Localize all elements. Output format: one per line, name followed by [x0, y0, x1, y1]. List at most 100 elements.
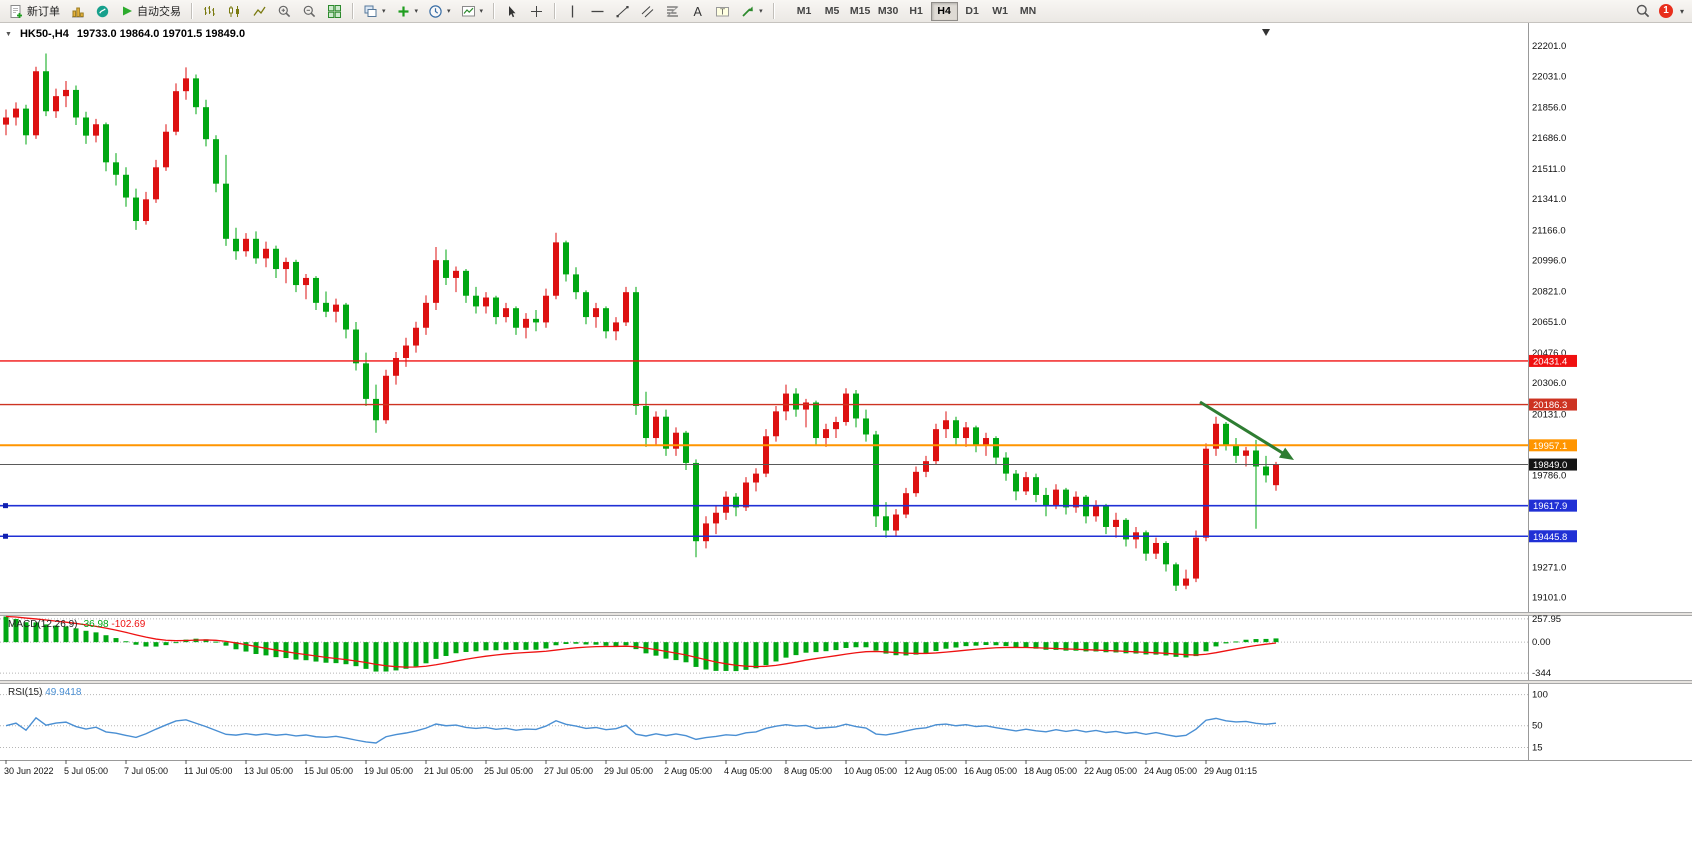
line-handle[interactable] [3, 533, 8, 539]
rsi-panel: 100 50 15 RSI(15) 49.9418 [0, 687, 1548, 754]
svg-text:12 Aug 05:00: 12 Aug 05:00 [904, 766, 957, 776]
svg-text:24 Aug 05:00: 24 Aug 05:00 [1144, 766, 1197, 776]
time-axis[interactable]: 30 Jun 2022 5 Jul 05:00 7 Jul 05:00 11 Jul … [0, 760, 1692, 776]
crosshair-tool-button[interactable] [525, 1, 548, 21]
svg-text:15 Jul 05:00: 15 Jul 05:00 [304, 766, 353, 776]
bar-chart-mode-button[interactable] [198, 1, 221, 21]
chart-profile-icon [72, 7, 84, 17]
svg-text:20821.0: 20821.0 [1532, 287, 1566, 298]
horizontal-line-tool-button[interactable] [586, 1, 609, 21]
toolbar-separator [772, 3, 774, 19]
panel-separators[interactable] [0, 612, 1692, 684]
svg-text:7 Jul 05:00: 7 Jul 05:00 [124, 766, 168, 776]
chart-area[interactable]: 22201.0 22031.0 21856.0 21686.0 21511.0 21341… [0, 23, 1692, 846]
timeframe-button-m1[interactable]: M1 [791, 2, 818, 21]
one-click-trading-arrow-icon[interactable]: ▼ [5, 30, 12, 38]
periods-button[interactable]: ▾ [424, 1, 455, 21]
rsi-label: RSI(15) 49.9418 [8, 687, 82, 698]
timeframe-button-m5[interactable]: M5 [819, 2, 846, 21]
chart-shift-marker[interactable] [1262, 29, 1270, 36]
cascade-windows-icon [364, 5, 377, 17]
timeframe-button-h4[interactable]: H4 [930, 1, 958, 21]
svg-text:13 Jul 05:00: 13 Jul 05:00 [244, 766, 293, 776]
community-button[interactable] [91, 1, 114, 21]
timeframe-button-w1[interactable]: W1 [987, 2, 1014, 21]
template-icon [461, 5, 475, 16]
dropdown-arrow-icon: ▾ [759, 8, 763, 15]
autotrading-button[interactable]: 自动交易 [116, 1, 185, 21]
trend-arrow-head [1278, 447, 1294, 460]
bar-chart-icon [204, 5, 215, 16]
svg-text:21856.0: 21856.0 [1532, 103, 1566, 114]
timeframe-button-m30[interactable]: M30 [875, 2, 902, 21]
profiles-button[interactable] [66, 1, 89, 21]
timeframe-button-m15[interactable]: M15 [847, 2, 874, 21]
text-tool-button[interactable]: A [686, 1, 709, 21]
macd-panel: 257.95 0.00 -344 MACD(12,26,9) -36.98 -102.… [0, 614, 1561, 679]
timeframe-button-h1[interactable]: H1 [903, 2, 930, 21]
svg-text:20651.0: 20651.0 [1532, 317, 1566, 328]
candle-chart-mode-button[interactable] [223, 1, 246, 21]
candlestick-chart-icon [229, 5, 239, 17]
svg-text:19786.0: 19786.0 [1532, 471, 1566, 482]
price-chart[interactable]: 22201.0 22031.0 21856.0 21686.0 21511.0 21341… [0, 23, 1692, 846]
new-order-button[interactable]: 新订单 [5, 1, 64, 21]
line-handle[interactable] [3, 503, 8, 509]
fibonacci-tool-button[interactable] [661, 1, 684, 21]
text-icon: A [694, 5, 703, 19]
svg-text:100: 100 [1532, 690, 1548, 701]
svg-text:21511.0: 21511.0 [1532, 164, 1566, 175]
clock-icon [429, 4, 442, 18]
svg-text:18 Aug 05:00: 18 Aug 05:00 [1024, 766, 1077, 776]
notification-badge[interactable]: 1 [1658, 4, 1673, 18]
trendline-tool-button[interactable] [611, 1, 634, 21]
annotations[interactable] [1199, 29, 1294, 460]
svg-text:25 Jul 05:00: 25 Jul 05:00 [484, 766, 533, 776]
cascade-windows-button[interactable]: ▾ [359, 1, 390, 21]
zoom-out-button[interactable] [298, 1, 321, 21]
tile-windows-icon [328, 4, 341, 18]
svg-text:8 Aug 05:00: 8 Aug 05:00 [784, 766, 832, 776]
level-lines[interactable] [0, 360, 1528, 539]
svg-text:19617.9: 19617.9 [1533, 501, 1567, 512]
new-order-icon [10, 4, 22, 18]
svg-text:22 Aug 05:00: 22 Aug 05:00 [1084, 766, 1137, 776]
svg-text:29 Jul 05:00: 29 Jul 05:00 [604, 766, 653, 776]
svg-text:19445.8: 19445.8 [1533, 532, 1567, 543]
label-tool-button[interactable]: T [711, 1, 734, 21]
svg-text:20186.3: 20186.3 [1533, 400, 1567, 411]
zoom-in-button[interactable] [273, 1, 296, 21]
svg-text:21686.0: 21686.0 [1532, 133, 1566, 144]
svg-text:19271.0: 19271.0 [1532, 562, 1566, 573]
vertical-line-icon [571, 5, 574, 17]
svg-text:16 Aug 05:00: 16 Aug 05:00 [964, 766, 1017, 776]
vertical-line-tool-button[interactable] [561, 1, 584, 21]
svg-text:20431.4: 20431.4 [1533, 356, 1567, 367]
price-scale[interactable]: 22201.0 22031.0 21856.0 21686.0 21511.0 21341… [1528, 23, 1578, 760]
zoom-in-icon [278, 5, 291, 17]
text-label-icon: T [716, 6, 730, 16]
indicators-button[interactable]: ▾ [392, 1, 423, 21]
fibonacci-icon [666, 5, 679, 17]
toolbar-overflow-icon[interactable]: ▾ [1679, 6, 1684, 16]
cursor-icon [509, 5, 516, 17]
svg-text:20131.0: 20131.0 [1532, 409, 1566, 420]
channel-tool-button[interactable] [636, 1, 659, 21]
tile-windows-button[interactable] [323, 1, 346, 21]
rsi-line [5, 716, 1277, 744]
dropdown-arrow-icon: ▾ [479, 8, 484, 15]
timeframe-button-mn[interactable]: MN [1015, 2, 1042, 21]
line-chart-mode-button[interactable] [248, 1, 271, 21]
svg-text:10 Aug 05:00: 10 Aug 05:00 [844, 766, 897, 776]
svg-text:A: A [694, 5, 703, 19]
search-button[interactable] [1631, 1, 1655, 21]
arrows-tool-button[interactable]: ▾ [736, 1, 767, 21]
price-tag-19849.0 [1529, 458, 1577, 471]
templates-button[interactable]: ▾ [457, 1, 488, 21]
cursor-tool-button[interactable] [500, 1, 523, 21]
timeframe-button-d1[interactable]: D1 [959, 2, 986, 21]
trendline-icon [616, 5, 629, 17]
svg-text:22031.0: 22031.0 [1532, 71, 1566, 82]
chart-ohlc: 19733.0 19864.0 19701.5 19849.0 [76, 28, 246, 40]
trend-arrow[interactable] [1199, 400, 1288, 457]
